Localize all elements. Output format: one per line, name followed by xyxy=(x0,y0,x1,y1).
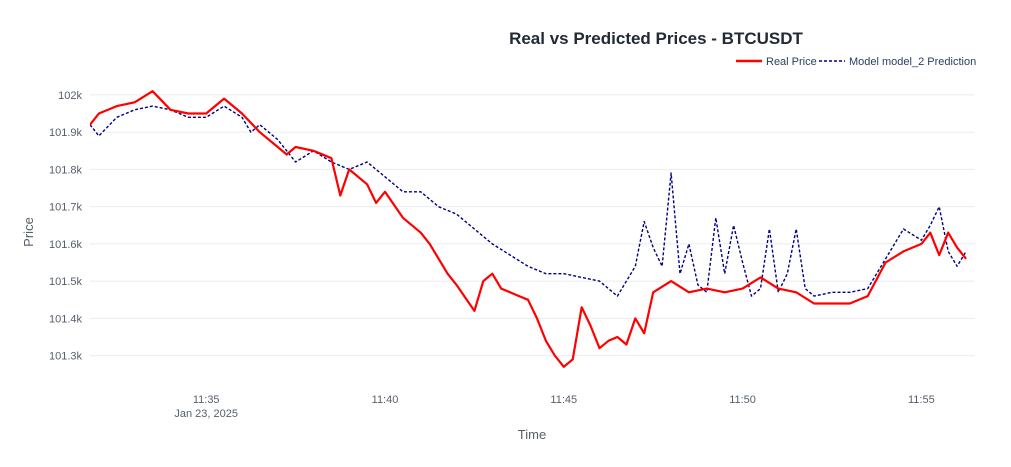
x-tick-label: 11:35 xyxy=(193,394,220,406)
y-axis-ticks: 101.3k 101.4k 101.5k 101.6k 101.7k 101.8k 101.… xyxy=(49,90,83,363)
x-tick-label: 11:40 xyxy=(372,394,399,406)
y-tick-label: 101.8k xyxy=(49,164,83,176)
y-tick-label: 101.4k xyxy=(49,313,83,325)
x-tick-date-label: Jan 23, 2025 xyxy=(174,408,238,420)
legend[interactable]: Real Price Model model_2 Prediction xyxy=(736,56,976,68)
y-tick-label: 101.6k xyxy=(49,239,83,251)
y-tick-label: 101.3k xyxy=(49,351,83,363)
x-tick-label: 11:55 xyxy=(908,394,935,406)
y-tick-label: 101.7k xyxy=(49,202,83,214)
y-tick-label: 101.5k xyxy=(49,276,83,288)
y-axis-title: Price xyxy=(21,217,36,247)
y-tick-label: 102k xyxy=(58,90,82,102)
legend-label[interactable]: Real Price xyxy=(766,56,817,68)
series-line-model-prediction[interactable] xyxy=(90,105,967,297)
grid xyxy=(90,94,975,357)
x-tick-label: 11:45 xyxy=(550,394,577,406)
x-axis-ticks: 11:35 Jan 23, 2025 11:40 11:45 11:50 11:55 xyxy=(174,394,934,420)
y-tick-label: 101.9k xyxy=(49,127,83,139)
x-axis-title: Time xyxy=(518,427,546,442)
chart-title: Real vs Predicted Prices - BTCUSDT xyxy=(509,29,803,48)
legend-label[interactable]: Model model_2 Prediction xyxy=(849,56,976,68)
x-tick-label: 11:50 xyxy=(729,394,756,406)
series-line-real-price[interactable] xyxy=(90,90,967,368)
plot-area xyxy=(90,90,967,368)
